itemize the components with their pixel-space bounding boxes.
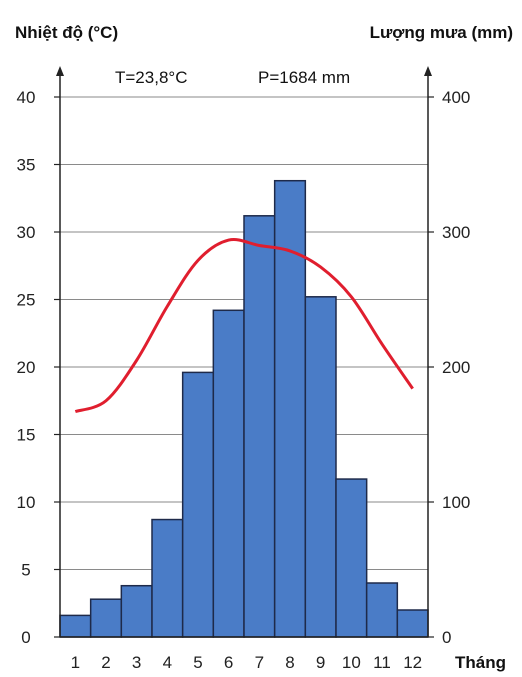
left-tick-label: 5	[21, 561, 30, 580]
precipitation-bar	[181, 371, 215, 638]
x-tick-label: 7	[255, 653, 264, 672]
precipitation-bar	[243, 215, 276, 638]
precipitation-bar	[120, 584, 153, 638]
left-axis-title: Nhiệt độ (°C)	[15, 23, 118, 42]
precipitation-bar	[151, 518, 184, 638]
precipitation-bar	[59, 614, 92, 638]
x-axis-title: Tháng	[455, 653, 506, 672]
x-tick-label: 2	[101, 653, 110, 672]
precipitation-bar	[304, 296, 337, 638]
right-axis-title: Lượng mưa (mm)	[370, 23, 513, 42]
precipitation-annotation: P=1684 mm	[258, 68, 350, 87]
precipitation-bar	[396, 609, 429, 638]
left-tick-label: 30	[17, 223, 36, 242]
x-tick-label: 11	[373, 653, 391, 672]
x-tick-labels: 1 2 3 4 5 6 7 8 9 10 11 12	[71, 653, 423, 672]
x-tick-label: 3	[132, 653, 141, 672]
right-tick-label: 300	[442, 223, 470, 242]
x-tick-label: 6	[224, 653, 233, 672]
right-axis-arrow	[424, 66, 432, 76]
bars	[59, 179, 429, 638]
right-tick-label: 100	[442, 493, 470, 512]
x-tick-label: 4	[163, 653, 172, 672]
precipitation-bar	[335, 478, 368, 638]
x-tick-label: 1	[71, 653, 80, 672]
x-tick-label: 10	[342, 653, 361, 672]
x-tick-label: 5	[193, 653, 202, 672]
x-tick-label: 8	[285, 653, 294, 672]
precipitation-bar	[365, 582, 399, 638]
x-tick-label: 12	[403, 653, 422, 672]
precipitation-bar	[212, 309, 245, 638]
right-tick-label: 0	[442, 628, 451, 647]
left-tick-label: 10	[17, 493, 36, 512]
left-tick-label: 25	[17, 291, 36, 310]
left-tick-label: 35	[17, 156, 36, 175]
left-tick-label: 20	[17, 358, 36, 377]
temperature-line	[74, 238, 414, 413]
precipitation-bar	[89, 598, 123, 638]
right-tick-label: 200	[442, 358, 470, 377]
right-tick-labels: 0 100 200 300 400	[428, 88, 470, 647]
right-tick-label: 400	[442, 88, 470, 107]
x-tick-label: 9	[316, 653, 325, 672]
temperature-annotation: T=23,8°C	[115, 68, 187, 87]
left-axis-arrow	[56, 66, 64, 76]
left-tick-label: 40	[17, 88, 36, 107]
left-tick-label: 0	[21, 628, 30, 647]
left-tick-labels: 0 5 10 15 20 25 30 35 40	[17, 88, 60, 647]
left-tick-label: 15	[17, 426, 36, 445]
